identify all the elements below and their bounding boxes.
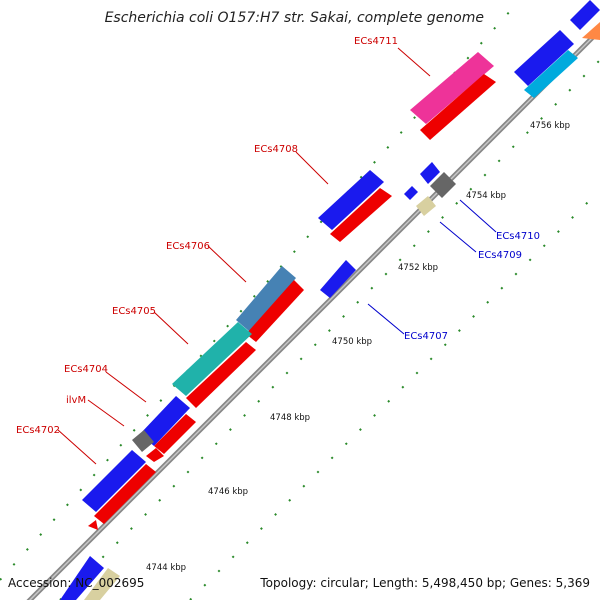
gene-ECs4707[interactable] xyxy=(320,260,356,298)
label-ilvM[interactable]: ilvM xyxy=(66,395,86,406)
gene-ECs4709[interactable] xyxy=(416,196,436,216)
label-ECs4702[interactable]: ECs4702 xyxy=(16,425,60,436)
label-ECs4709[interactable]: ECs4709 xyxy=(478,250,522,261)
reverse-gene-labels: ECs4707 ECs4709 ECs4710 xyxy=(404,231,540,342)
label-ECs4710[interactable]: ECs4710 xyxy=(496,231,540,242)
label-ECs4707[interactable]: ECs4707 xyxy=(404,331,448,342)
label-ECs4711[interactable]: ECs4711 xyxy=(354,36,398,47)
gene-top-right-1[interactable] xyxy=(514,30,574,86)
cds-ECs4708[interactable] xyxy=(330,188,392,242)
cds-ECs4702[interactable] xyxy=(94,464,156,524)
gene-top-right-2[interactable] xyxy=(524,50,578,98)
label-ECs4705[interactable]: ECs4705 xyxy=(112,306,156,317)
forward-genes xyxy=(60,0,600,600)
label-connectors xyxy=(57,47,497,465)
tick-label-4752: 4752 kbp xyxy=(398,263,438,273)
reverse-genes xyxy=(320,162,456,298)
cds-ilvM[interactable] xyxy=(146,448,164,462)
gene-ilvM[interactable] xyxy=(132,430,154,452)
cds-ECs4704[interactable] xyxy=(154,414,196,454)
gene-ECs4711[interactable] xyxy=(410,52,494,124)
gene-top-right-4[interactable] xyxy=(582,22,600,40)
tick-label-4750: 4750 kbp xyxy=(332,337,372,347)
tick-label-4746: 4746 kbp xyxy=(208,487,248,497)
gene-small-blue-2[interactable] xyxy=(420,162,440,184)
gene-ECs4706[interactable] xyxy=(236,266,296,332)
label-ECs4704[interactable]: ECs4704 xyxy=(64,364,108,375)
forward-gene-labels: ECs4702 ilvM ECs4704 ECs4705 ECs4706 ECs… xyxy=(16,36,398,436)
tick-label-4744: 4744 kbp xyxy=(146,563,186,573)
gene-bottom-1[interactable] xyxy=(60,556,104,600)
cds-ECs4706[interactable] xyxy=(246,280,304,342)
gene-bottom-2[interactable] xyxy=(84,568,120,600)
map-title: Escherichia coli O157:H7 str. Sakai, com… xyxy=(104,10,484,26)
tick-label-4748: 4748 kbp xyxy=(270,413,310,423)
accession-label: Accession: NC_002695 xyxy=(8,576,145,590)
gene-ECs4702[interactable] xyxy=(82,450,146,512)
gene-ECs4708[interactable] xyxy=(318,170,384,230)
gene-small-blue[interactable] xyxy=(404,186,418,200)
tick-label-4756: 4756 kbp xyxy=(530,121,570,131)
tick-label-4754: 4754 kbp xyxy=(466,191,506,201)
cds-small-end[interactable] xyxy=(88,520,98,530)
label-ECs4706[interactable]: ECs4706 xyxy=(166,241,210,252)
cds-ECs4711[interactable] xyxy=(420,74,496,140)
gene-ECs4704[interactable] xyxy=(140,396,190,446)
scale-ticks: 4744 kbp 4746 kbp 4748 kbp 4750 kbp 4752… xyxy=(146,121,570,573)
cds-ECs4705[interactable] xyxy=(186,342,256,408)
gene-ECs4710[interactable] xyxy=(430,172,456,198)
gene-top-right-3[interactable] xyxy=(570,0,600,30)
genome-backbone-highlight xyxy=(28,28,600,600)
label-ECs4708[interactable]: ECs4708 xyxy=(254,144,298,155)
genome-stats-label: Topology: circular; Length: 5,498,450 bp… xyxy=(260,576,590,590)
gene-ECs4705[interactable] xyxy=(172,322,252,396)
